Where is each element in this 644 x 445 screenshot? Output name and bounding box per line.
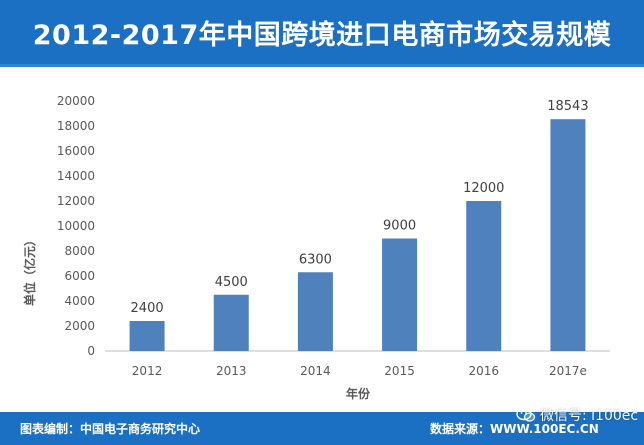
bar-chart: 0 2000 4000 6000 8000 10000 12000 14000 16000 180… bbox=[22, 94, 610, 401]
bar bbox=[297, 272, 333, 351]
data-label: 6300 bbox=[299, 252, 332, 267]
title-underline bbox=[0, 64, 644, 67]
y-tick-label: 2000 bbox=[64, 319, 95, 333]
data-label: 9000 bbox=[383, 219, 416, 234]
wechat-icon bbox=[516, 407, 536, 422]
y-axis-label: 单位（亿元） bbox=[22, 234, 37, 306]
y-tick-label: 4000 bbox=[64, 294, 95, 308]
y-tick-label: 6000 bbox=[64, 269, 95, 283]
y-axis-ticks: 0 2000 4000 6000 8000 10000 12000 14000 16000 180… bbox=[57, 94, 95, 358]
y-tick-label: 10000 bbox=[57, 219, 95, 233]
data-label: 12000 bbox=[463, 181, 504, 196]
data-label: 18543 bbox=[547, 99, 588, 114]
chart-title: 2012-2017年中国跨境进口电商市场交易规模 bbox=[32, 19, 612, 51]
bar bbox=[550, 119, 586, 352]
y-tick-label: 16000 bbox=[57, 144, 95, 158]
title-banner: 2012-2017年中国跨境进口电商市场交易规模 bbox=[0, 0, 644, 64]
wechat-watermark: 微信号: i100ec bbox=[516, 404, 638, 426]
bar bbox=[129, 321, 165, 351]
bar bbox=[382, 238, 418, 351]
watermark-text: 微信号: i100ec bbox=[540, 408, 639, 424]
data-labels: 2400 4500 6300 9000 12000 18543 bbox=[131, 99, 589, 316]
x-tick-label: 2017e bbox=[549, 364, 587, 378]
y-tick-label: 0 bbox=[87, 344, 95, 358]
y-tick-label: 18000 bbox=[57, 119, 95, 133]
bars bbox=[129, 119, 586, 352]
x-tick-label: 2013 bbox=[216, 364, 247, 378]
y-tick-label: 20000 bbox=[57, 94, 95, 108]
x-tick-label: 2015 bbox=[384, 364, 415, 378]
data-label: 2400 bbox=[131, 301, 164, 316]
y-tick-label: 8000 bbox=[64, 244, 95, 258]
bar bbox=[213, 294, 249, 351]
y-tick-label: 14000 bbox=[57, 169, 95, 183]
x-tick-label: 2012 bbox=[132, 364, 163, 378]
footer-data-source: 数据来源：WWW.100EC.CN bbox=[430, 422, 599, 436]
x-tick-label: 2014 bbox=[300, 364, 331, 378]
data-label: 4500 bbox=[215, 275, 248, 290]
bar bbox=[466, 201, 502, 351]
x-axis-ticks: 2012 2013 2014 2015 2016 2017e bbox=[132, 364, 587, 378]
footer-bar: 图表编制：中国电子商务研究中心 数据来源：WWW.100EC.CN bbox=[0, 412, 644, 445]
x-axis-label: 年份 bbox=[346, 386, 371, 401]
footer-source-editor: 图表编制：中国电子商务研究中心 bbox=[20, 422, 201, 436]
x-tick-label: 2016 bbox=[468, 364, 499, 378]
y-tick-label: 12000 bbox=[57, 194, 95, 208]
